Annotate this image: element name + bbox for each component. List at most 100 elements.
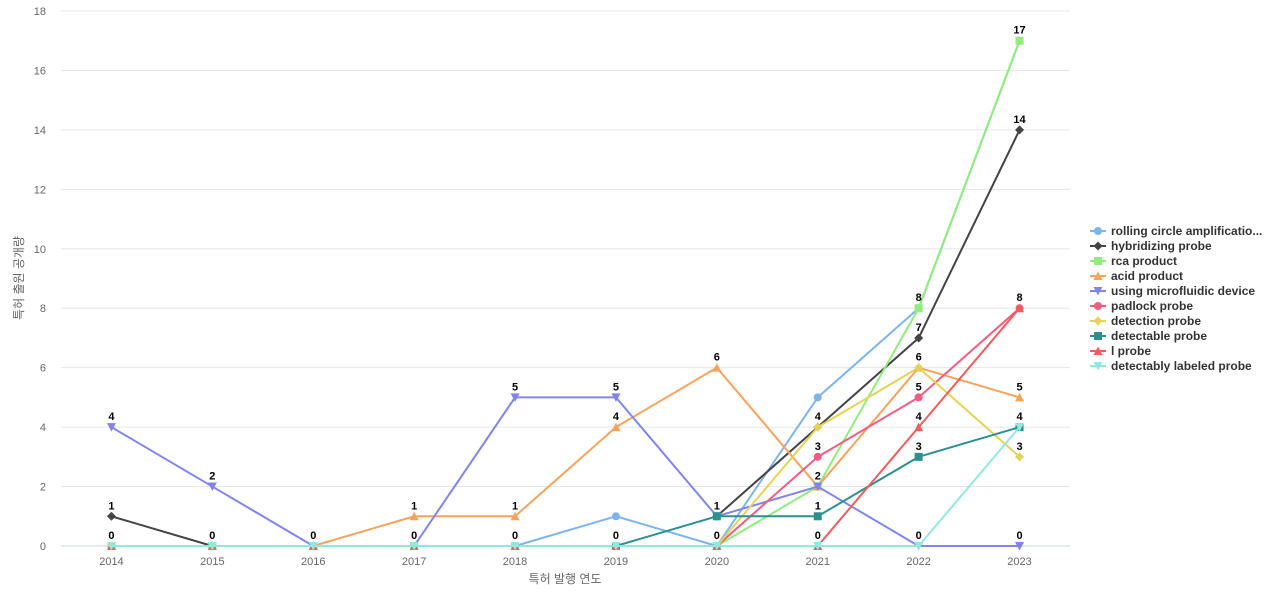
legend-label: padlock probe — [1111, 299, 1193, 313]
x-tick-label: 2016 — [301, 556, 325, 568]
data-point — [612, 512, 620, 520]
data-label: 3 — [916, 441, 922, 453]
data-label: 1 — [411, 500, 417, 512]
legend-item[interactable]: hybridizing probe — [1090, 239, 1212, 253]
legend-marker — [1094, 227, 1102, 235]
legend-item[interactable]: detectable probe — [1090, 329, 1207, 343]
legend-marker — [1094, 332, 1102, 340]
legend: rolling circle amplificatio...hybridizin… — [1090, 224, 1262, 373]
data-label: 1 — [512, 500, 518, 512]
data-point — [713, 512, 721, 520]
data-point — [1015, 125, 1024, 134]
x-tick-label: 2020 — [705, 556, 729, 568]
series-group — [107, 37, 1024, 551]
x-tick-label: 2023 — [1007, 556, 1031, 568]
data-label: 8 — [1016, 292, 1022, 304]
y-tick-label: 14 — [34, 125, 46, 137]
x-tick-label: 2017 — [402, 556, 426, 568]
data-label: 8 — [916, 292, 922, 304]
data-label: 4 — [108, 411, 115, 423]
legend-label: acid product — [1111, 269, 1183, 283]
legend-label: detection probe — [1111, 314, 1201, 328]
data-label: 3 — [815, 441, 821, 453]
x-tick-label: 2021 — [806, 556, 830, 568]
legend-marker — [1094, 302, 1102, 310]
data-label: 0 — [411, 530, 417, 542]
data-point — [915, 393, 923, 401]
legend-item[interactable]: rca product — [1090, 254, 1177, 268]
series-line — [111, 130, 1019, 546]
data-label: 3 — [1016, 441, 1022, 453]
legend-marker — [1094, 317, 1103, 326]
x-tick-label: 2018 — [503, 556, 527, 568]
legend-item[interactable]: detectably labeled probe — [1090, 359, 1252, 373]
series — [712, 363, 1024, 550]
data-point — [814, 393, 822, 401]
data-label: 0 — [815, 530, 821, 542]
data-label: 4 — [1016, 411, 1023, 423]
y-tick-label: 16 — [34, 65, 46, 77]
data-label: 6 — [714, 352, 720, 364]
x-tick-label: 2022 — [906, 556, 930, 568]
y-tick-label: 0 — [40, 541, 46, 553]
legend-item[interactable]: acid product — [1090, 269, 1183, 283]
y-axis-title: 특허 출원 공개량 — [12, 236, 26, 320]
data-point — [814, 512, 822, 520]
data-point — [915, 304, 923, 312]
data-label: 5 — [512, 381, 518, 393]
data-label: 0 — [108, 530, 114, 542]
legend-label: rolling circle amplificatio... — [1111, 224, 1262, 238]
x-tick-label: 2014 — [99, 556, 123, 568]
data-label: 1 — [714, 500, 720, 512]
data-label: 14 — [1013, 114, 1026, 126]
legend-label: using microfluidic device — [1111, 284, 1255, 298]
data-label: 5 — [613, 381, 619, 393]
data-label: 5 — [916, 381, 922, 393]
y-tick-label: 12 — [34, 184, 46, 196]
data-label: 1 — [815, 500, 821, 512]
data-label: 5 — [1016, 381, 1022, 393]
legend-item[interactable]: rolling circle amplificatio... — [1090, 224, 1262, 238]
y-tick-label: 18 — [34, 6, 46, 18]
x-axis-ticks: 2014 2015 2016 2017 2018 2019 2020 2021 2022 2023 — [99, 556, 1032, 568]
data-label: 7 — [916, 322, 922, 334]
data-label: 2 — [815, 471, 821, 483]
y-tick-label: 4 — [40, 422, 46, 434]
data-label: 0 — [1016, 530, 1022, 542]
legend-marker — [1094, 242, 1103, 251]
data-point — [1016, 37, 1024, 45]
data-label: 4 — [613, 411, 620, 423]
legend-item[interactable]: padlock probe — [1090, 299, 1193, 313]
data-label: 0 — [613, 530, 619, 542]
data-label: 0 — [714, 530, 720, 542]
legend-item[interactable]: detection probe — [1090, 314, 1201, 328]
data-label: 1 — [108, 500, 114, 512]
data-label: 0 — [310, 530, 316, 542]
data-label: 4 — [916, 411, 923, 423]
x-axis-title: 특허 발행 연도 — [529, 571, 602, 586]
grid-lines — [61, 11, 1070, 546]
y-tick-label: 6 — [40, 363, 46, 375]
legend-marker — [1094, 257, 1102, 265]
legend-item[interactable]: l probe — [1090, 344, 1151, 358]
x-tick-label: 2019 — [604, 556, 628, 568]
data-point — [814, 453, 822, 461]
data-label: 6 — [916, 352, 922, 364]
data-label: 0 — [512, 530, 518, 542]
data-point — [915, 453, 923, 461]
data-label: 17 — [1013, 25, 1025, 37]
y-tick-label: 2 — [40, 482, 46, 494]
x-tick-label: 2015 — [200, 556, 224, 568]
data-label: 2 — [209, 471, 215, 483]
y-tick-label: 8 — [40, 303, 46, 315]
legend-label: l probe — [1111, 344, 1151, 358]
legend-label: detectable probe — [1111, 329, 1207, 343]
legend-label: hybridizing probe — [1111, 239, 1212, 253]
y-axis-ticks: 0 2 4 6 8 10 12 14 16 18 — [34, 6, 46, 553]
legend-label: detectably labeled probe — [1111, 359, 1252, 373]
data-label: 0 — [916, 530, 922, 542]
data-label: 4 — [815, 411, 822, 423]
legend-item[interactable]: using microfluidic device — [1090, 284, 1255, 298]
